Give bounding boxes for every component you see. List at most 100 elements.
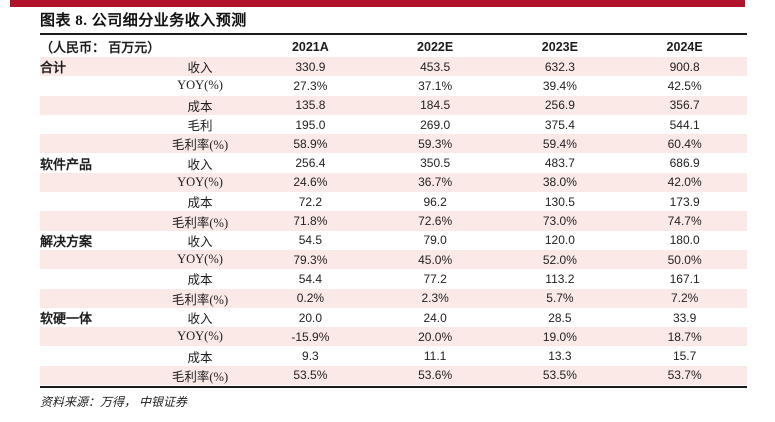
group-name-cell: 合计 xyxy=(40,60,67,76)
value-cell: 184.5 xyxy=(420,98,451,113)
value-cell: 71.8% xyxy=(293,214,328,229)
table-row: 软件产品 收入 256.4 350.5 483.7 686.9 xyxy=(40,153,747,172)
table-row: YOY(%) 79.3% 45.0% 52.0% 50.0% xyxy=(40,249,747,270)
table-row: 毛利率(%) 71.8% 72.6% 73.0% 74.7% xyxy=(40,211,747,231)
year-column-header: 2022E xyxy=(417,39,454,54)
metric-cell: YOY(%) xyxy=(177,329,223,344)
value-cell: 180.0 xyxy=(669,233,700,248)
value-cell: 256.9 xyxy=(544,98,575,113)
value-cell: 50.0% xyxy=(667,252,702,267)
metric-cell: 收入 xyxy=(187,61,213,76)
value-cell: 79.0 xyxy=(423,233,447,248)
value-cell: 38.0% xyxy=(542,175,577,190)
value-cell: 375.4 xyxy=(544,117,575,132)
value-cell: 632.3 xyxy=(544,59,575,74)
value-cell: 113.2 xyxy=(545,271,575,286)
value-cell: 52.0% xyxy=(542,252,577,267)
value-cell: -15.9% xyxy=(291,329,330,344)
value-cell: 59.4% xyxy=(542,136,577,151)
metric-cell: 毛利 xyxy=(187,119,213,134)
value-cell: 135.8 xyxy=(295,98,326,113)
value-cell: 130.5 xyxy=(544,194,575,209)
value-cell: 96.2 xyxy=(423,194,447,209)
value-cell: 73.0% xyxy=(542,214,577,229)
metric-cell: YOY(%) xyxy=(177,78,223,93)
table-row: 毛利 195.0 269.0 375.4 544.1 xyxy=(40,115,747,134)
value-cell: 18.7% xyxy=(667,329,702,344)
value-cell: 269.0 xyxy=(420,117,451,132)
table-row: YOY(%) -15.9% 20.0% 19.0% 18.7% xyxy=(40,327,747,347)
metric-cell: 成本 xyxy=(187,350,213,365)
value-cell: 45.0% xyxy=(418,252,453,267)
value-cell: 54.4 xyxy=(298,271,323,286)
value-cell: 2.3% xyxy=(421,291,449,306)
value-cell: 53.6% xyxy=(418,368,453,383)
value-cell: 686.9 xyxy=(669,156,700,171)
bottom-rule xyxy=(40,386,747,388)
value-cell: 59.3% xyxy=(418,136,453,151)
value-cell: 53.7% xyxy=(667,368,702,383)
value-cell: 24.6% xyxy=(293,175,328,190)
value-cell: 20.0% xyxy=(418,329,453,344)
value-cell: 58.9% xyxy=(293,136,328,151)
value-cell: 24.0 xyxy=(423,310,447,325)
metric-cell: 收入 xyxy=(187,157,213,172)
year-column-header: 2021A xyxy=(291,39,329,54)
value-cell: 28.5 xyxy=(548,310,572,325)
value-cell: 20.0 xyxy=(298,310,323,325)
value-cell: 19.0% xyxy=(542,329,577,344)
value-cell: 42.0% xyxy=(667,175,702,190)
table-row: YOY(%) 24.6% 36.7% 38.0% 42.0% xyxy=(40,172,747,193)
year-column-header: 2023E xyxy=(541,39,578,54)
metric-cell: 成本 xyxy=(187,196,213,211)
value-cell: 13.3 xyxy=(548,349,572,364)
metric-cell: YOY(%) xyxy=(177,174,223,189)
value-cell: 256.4 xyxy=(295,156,326,171)
table-row: 毛利率(%) 58.9% 59.3% 59.4% 60.4% xyxy=(40,134,747,154)
metric-cell: 毛利率(%) xyxy=(171,369,229,384)
value-cell: 167.1 xyxy=(669,271,700,286)
value-cell: 54.5 xyxy=(298,233,323,248)
metric-cell: 毛利率(%) xyxy=(171,138,229,153)
value-cell: 195.0 xyxy=(295,117,326,132)
table-body: 合计 收入 330.9 453.5 632.3 900.8 YOY(%) 27.3% 37.1%… xyxy=(40,57,747,386)
report-title: 图表 8. 公司细分业务收入预测 xyxy=(40,13,247,29)
metric-cell: 收入 xyxy=(187,312,213,326)
table-row: 毛利率(%) 53.5% 53.6% 53.5% 53.7% xyxy=(40,365,747,386)
table-row: YOY(%) 27.3% 37.1% 39.4% 42.5% xyxy=(40,76,747,95)
title-rule xyxy=(40,33,747,35)
source-note: 资料来源：万得， 中银证券 xyxy=(40,395,188,409)
table-row: 合计 收入 330.9 453.5 632.3 900.8 xyxy=(40,57,747,77)
value-cell: 330.9 xyxy=(295,59,326,74)
value-cell: 350.5 xyxy=(420,156,451,171)
value-cell: 74.7% xyxy=(667,214,702,229)
revenue-forecast-table: （人民币： 百万元） 2021A 2022E 2023E 2024E 合计 收入 330.… xyxy=(40,36,747,386)
metric-cell: 成本 xyxy=(187,273,213,288)
table-row: 毛利率(%) 0.2% 2.3% 5.7% 7.2% xyxy=(40,288,747,308)
value-cell: 36.7% xyxy=(418,175,453,190)
group-name-cell: 解决方案 xyxy=(40,233,93,249)
value-cell: 9.3 xyxy=(302,349,319,364)
value-cell: 0.2% xyxy=(296,291,325,306)
group-name-cell: 软硬一体 xyxy=(40,311,93,326)
value-cell: 77.2 xyxy=(423,271,447,286)
top-accent-bar xyxy=(10,0,745,7)
value-cell: 53.5% xyxy=(542,368,577,383)
value-cell: 37.1% xyxy=(418,78,453,93)
value-cell: 544.1 xyxy=(669,117,700,132)
value-cell: 27.3% xyxy=(293,78,328,93)
value-cell: 11.1 xyxy=(423,349,447,364)
value-cell: 42.5% xyxy=(667,78,702,93)
value-cell: 72.6% xyxy=(418,214,453,229)
metric-cell: 毛利率(%) xyxy=(171,292,229,307)
value-cell: 15.7 xyxy=(672,349,697,364)
table-row: 成本 54.4 77.2 113.2 167.1 xyxy=(40,269,747,288)
table-row: 成本 135.8 184.5 256.9 356.7 xyxy=(40,95,747,115)
value-cell: 173.9 xyxy=(669,194,700,209)
value-cell: 72.2 xyxy=(298,194,323,209)
unit-label: （人民币： 百万元） xyxy=(40,40,161,55)
metric-cell: 收入 xyxy=(187,234,213,249)
value-cell: 33.9 xyxy=(672,310,697,325)
value-cell: 79.3% xyxy=(293,252,328,267)
